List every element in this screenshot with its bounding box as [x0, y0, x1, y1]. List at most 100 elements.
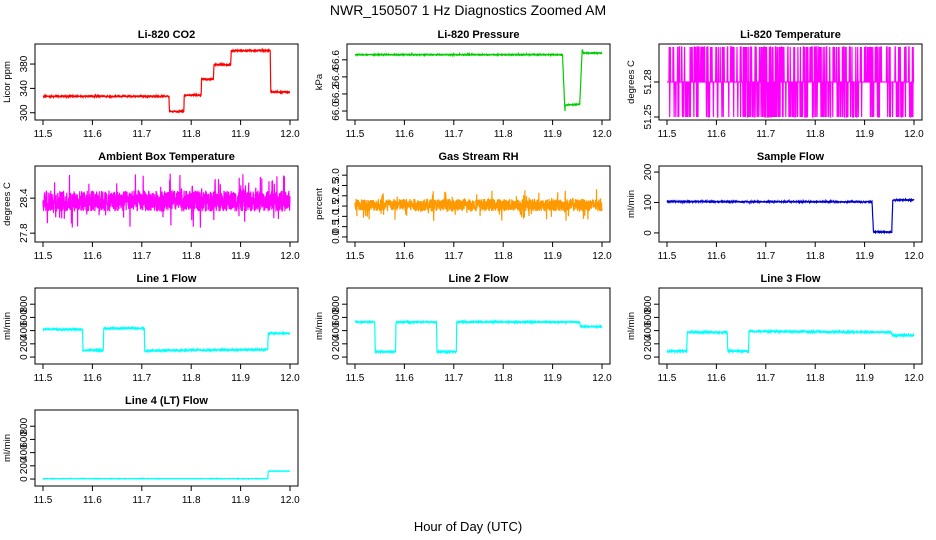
x-tick-label: 12.0 — [592, 129, 612, 140]
y-axis-label: ml/min — [626, 190, 637, 218]
series-line — [666, 197, 915, 235]
x-tick-label: 11.7 — [132, 251, 151, 262]
x-tick-label: 12.0 — [904, 129, 924, 140]
panel-title: Line 3 Flow — [761, 273, 821, 285]
y-tick-label: 3.0 — [331, 168, 342, 182]
panel-1: Li-820 CO2 11.5 11.6 11.7 11.8 11.9 12.0 300 340… — [2, 29, 300, 140]
x-tick-label: 11.8 — [182, 495, 201, 506]
panel-title: Gas Stream RH — [438, 151, 518, 163]
series-line — [42, 173, 291, 228]
y-axis-label: degrees C — [2, 182, 13, 226]
series-line — [42, 325, 291, 354]
x-tick-label: 12.0 — [592, 373, 612, 384]
y-tick-label: 100 — [643, 194, 654, 211]
x-tick-label: 11.6 — [707, 373, 726, 384]
y-tick-label: 66.2 — [331, 84, 342, 104]
y-tick-label: 51.28 — [643, 69, 654, 94]
y-tick-label: 200 — [643, 163, 654, 180]
x-tick-label: 11.5 — [658, 129, 677, 140]
x-tick-label: 12.0 — [280, 251, 300, 262]
x-tick-label: 11.6 — [395, 251, 414, 262]
panel-9: Line 3 Flow 11.5 11.6 11.7 11.8 11.9 12.0 0 2004… — [626, 273, 924, 384]
y-tick-label: 66.6 — [331, 50, 342, 70]
panel-8: Line 2 Flow 11.5 11.6 11.7 11.8 11.9 12.0 0 2004… — [314, 273, 612, 384]
panel-frame — [34, 165, 299, 243]
panel-title: Sample Flow — [757, 151, 825, 163]
y-axis-label: Licor ppm — [2, 61, 13, 103]
panel-3: Li-820 Temperature 11.5 11.6 11.7 11.8 11.9 12… — [626, 29, 924, 140]
y-tick-label: 1.0 — [331, 209, 342, 223]
y-tick-label: 600 — [331, 309, 342, 326]
y-tick-label: 800 — [19, 295, 30, 312]
y-tick-label: 200 — [643, 335, 654, 352]
y-tick-label: 400 — [19, 322, 30, 339]
panel-frame — [346, 43, 611, 121]
y-axis-label: ml/min — [314, 312, 325, 340]
x-tick-label: 11.8 — [494, 251, 513, 262]
x-tick-label: 12.0 — [904, 373, 924, 384]
y-tick-label: 0 — [643, 354, 654, 360]
x-tick-label: 11.9 — [231, 495, 250, 506]
panel-title: Line 1 Flow — [137, 273, 197, 285]
x-tick-label: 12.0 — [280, 373, 300, 384]
x-tick-label: 11.9 — [855, 251, 874, 262]
x-tick-label: 11.7 — [756, 129, 775, 140]
y-tick-label: 2.0 — [331, 188, 342, 202]
chart-panels: Li-820 CO2 11.5 11.6 11.7 11.8 11.9 12.0 300 340… — [2, 29, 924, 506]
panel-6: Sample Flow 11.5 11.6 11.7 11.8 11.9 12.0 0 100 2… — [626, 151, 924, 262]
panel-frame — [346, 287, 611, 365]
x-tick-label: 11.8 — [806, 251, 825, 262]
y-tick-label: 1.5 — [331, 199, 342, 213]
x-tick-label: 12.0 — [592, 251, 612, 262]
y-tick-label: 0 — [331, 354, 342, 360]
x-tick-label: 11.7 — [444, 129, 463, 140]
x-tick-label: 11.5 — [34, 129, 53, 140]
panel-title: Line 2 Flow — [449, 273, 509, 285]
series-line — [354, 49, 603, 112]
x-tick-label: 11.7 — [444, 373, 463, 384]
y-axis-label: degrees C — [626, 60, 637, 104]
x-tick-label: 12.0 — [280, 129, 300, 140]
y-axis-label: ml/min — [2, 434, 13, 462]
panel-title: Li-820 CO2 — [138, 29, 195, 41]
y-tick-label: 600 — [19, 431, 30, 448]
x-tick-label: 11.6 — [707, 251, 726, 262]
panel-title: Line 4 (LT) Flow — [125, 395, 208, 407]
x-tick-label: 11.9 — [855, 129, 874, 140]
panel-4: Ambient Box Temperature 11.5 11.6 11.7 11.8 1… — [2, 151, 300, 262]
y-tick-label: 400 — [331, 322, 342, 339]
x-tick-label: 11.5 — [346, 251, 365, 262]
x-tick-label: 11.6 — [83, 129, 102, 140]
y-tick-label: 66.4 — [331, 67, 342, 87]
y-tick-label: 2.5 — [331, 178, 342, 192]
y-tick-label: 800 — [19, 417, 30, 434]
x-tick-label: 11.7 — [444, 251, 463, 262]
x-tick-label: 11.8 — [494, 373, 513, 384]
x-tick-label: 11.9 — [231, 129, 250, 140]
x-tick-label: 11.6 — [83, 251, 102, 262]
x-tick-label: 11.8 — [806, 129, 825, 140]
y-axis-label: percent — [314, 188, 325, 220]
figure-title: NWR_150507 1 Hz Diagnostics Zoomed AM — [330, 2, 606, 18]
x-tick-label: 11.5 — [658, 373, 677, 384]
x-tick-label: 11.5 — [346, 373, 365, 384]
x-tick-label: 11.6 — [395, 129, 414, 140]
figure-x-axis-label: Hour of Day (UTC) — [414, 519, 522, 534]
panel-frame — [346, 165, 611, 243]
y-tick-label: 0.5 — [331, 219, 342, 233]
y-tick-label: 340 — [19, 80, 30, 97]
y-tick-label: 600 — [19, 309, 30, 326]
panel-frame — [34, 43, 299, 121]
panel-title: Li-820 Temperature — [740, 29, 841, 41]
y-tick-label: 380 — [19, 55, 30, 72]
panel-frame — [34, 409, 299, 487]
y-tick-label: 800 — [643, 295, 654, 312]
x-tick-label: 11.8 — [182, 129, 201, 140]
x-tick-label: 11.8 — [806, 373, 825, 384]
x-tick-label: 11.9 — [543, 129, 562, 140]
y-tick-label: 200 — [19, 335, 30, 352]
x-tick-label: 11.7 — [756, 251, 775, 262]
y-tick-label: 200 — [331, 335, 342, 352]
x-tick-label: 11.6 — [83, 495, 102, 506]
